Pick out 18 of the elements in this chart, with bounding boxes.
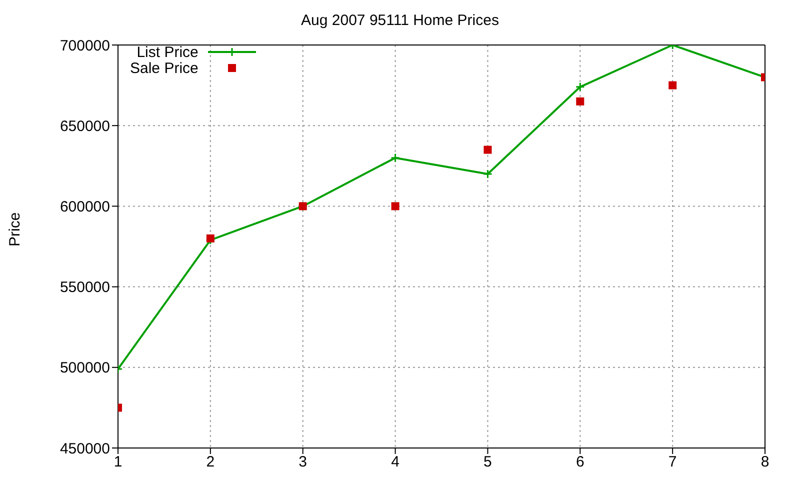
legend-label: Sale Price [130,60,198,76]
x-tick-label: 7 [668,454,677,471]
x-tick-label: 1 [114,454,122,471]
x-tick-label: 2 [206,454,215,471]
x-tick-label: 5 [484,454,492,471]
y-tick-label: 700000 [60,37,110,54]
y-tick-label: 600000 [60,198,110,216]
chart-title: Aug 2007 95111 Home Prices [300,12,500,29]
x-tick-label: 6 [576,454,584,471]
y-axis-title: Price [6,212,24,246]
legend-label: List Price [136,44,198,60]
x-tick-label: 8 [760,454,770,471]
y-tick-label: 550000 [60,279,110,296]
x-tick-label: 3 [298,454,308,471]
y-tick-label: 650000 [60,118,110,135]
x-tick-label: 4 [391,454,400,471]
y-tick-label: 500000 [60,360,110,377]
y-tick-label: 450000 [60,440,110,458]
